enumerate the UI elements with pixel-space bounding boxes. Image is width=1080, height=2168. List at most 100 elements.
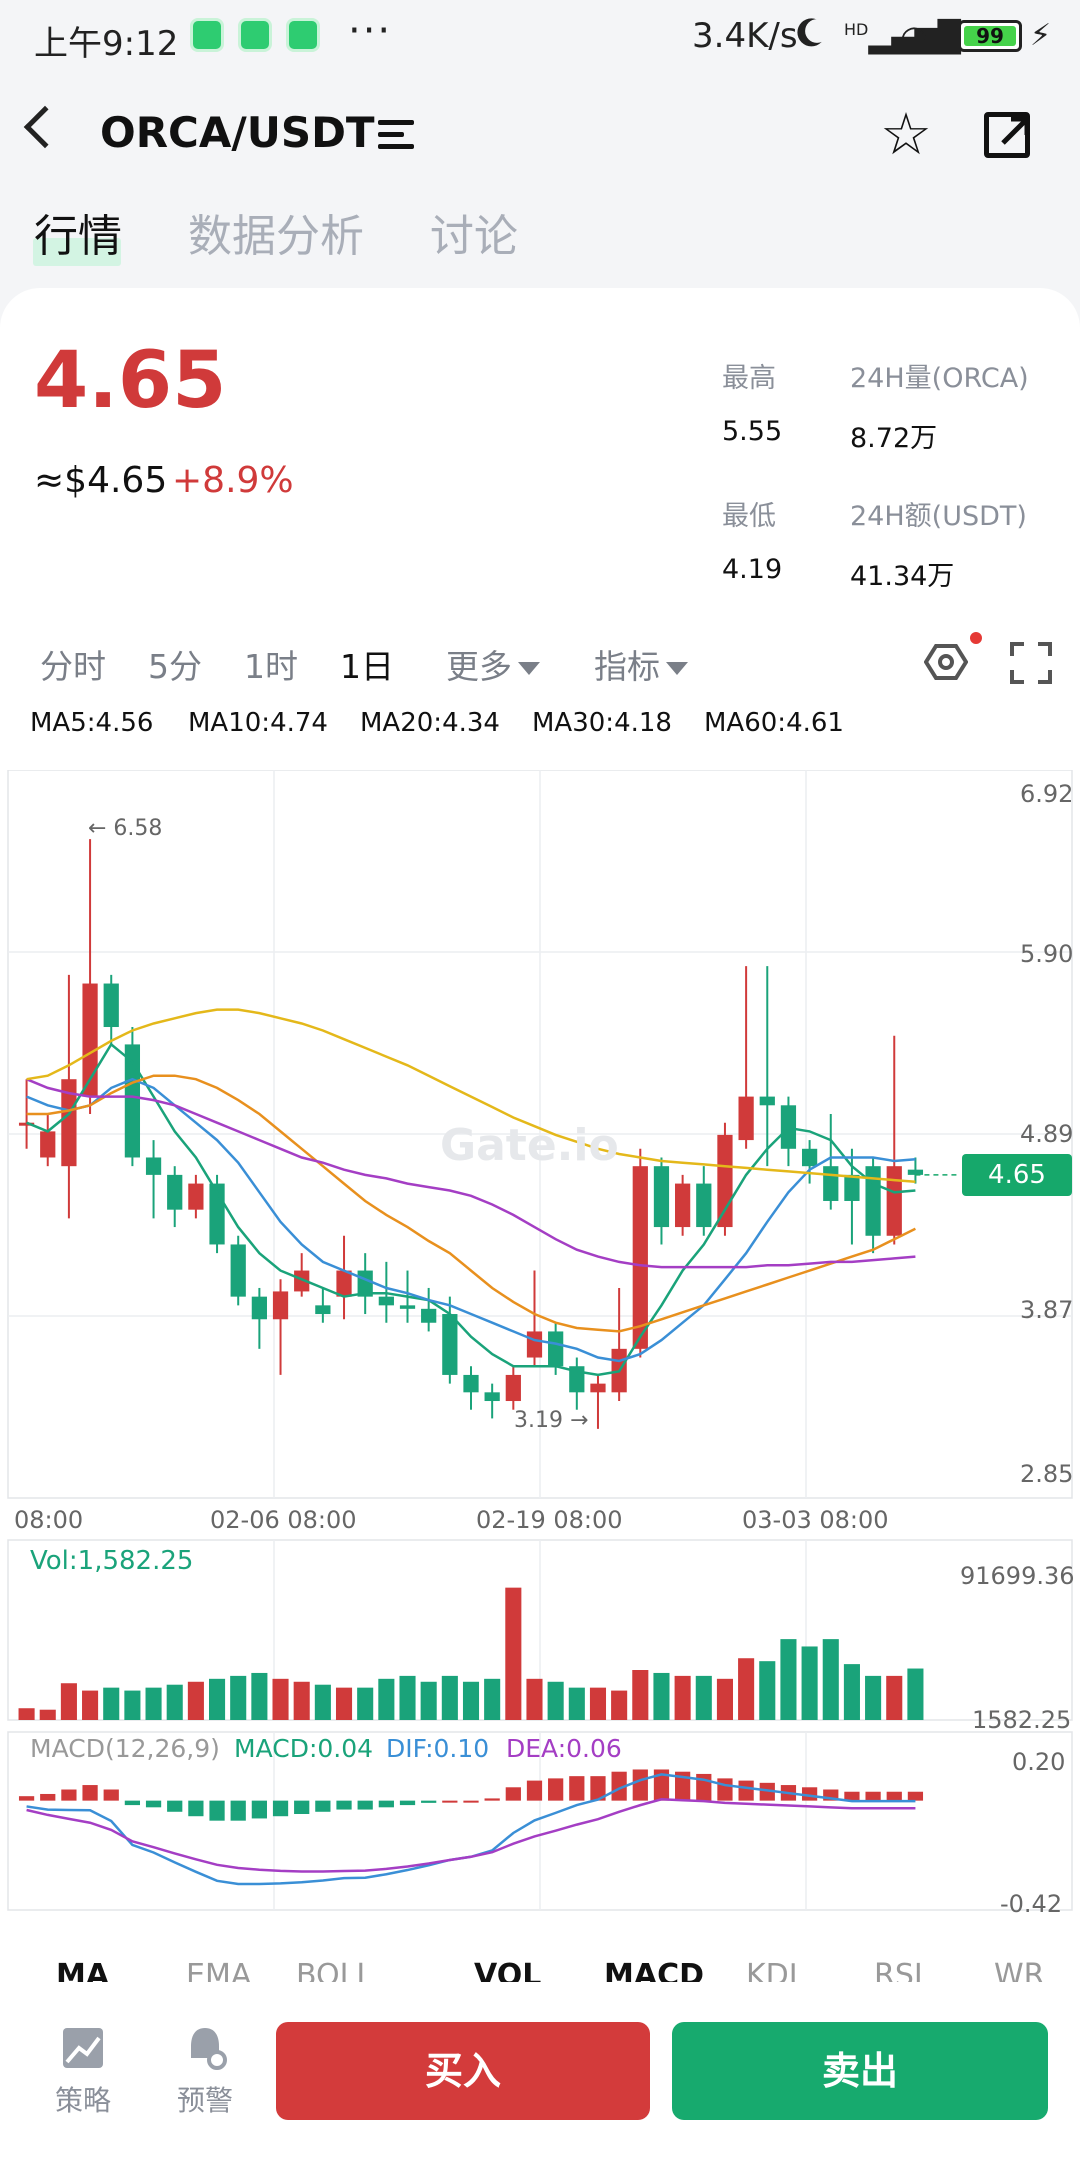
candle-body xyxy=(484,1392,500,1402)
candle-body xyxy=(886,1166,902,1236)
macd-bar xyxy=(124,1800,141,1806)
sell-button[interactable]: 卖出 xyxy=(672,2022,1048,2120)
ma-line-ma5 xyxy=(26,1042,916,1377)
macd-value: MACD:0.04 xyxy=(234,1734,374,1763)
macd-bar xyxy=(844,1791,860,1801)
macd-bar xyxy=(272,1800,289,1817)
macd-bar xyxy=(421,1800,437,1803)
app-notification-icon xyxy=(238,18,272,52)
battery-icon: 99 xyxy=(958,20,1022,52)
candle-body xyxy=(82,983,98,1097)
volume-bar xyxy=(674,1675,691,1720)
dif-value: DIF:0.10 xyxy=(386,1734,490,1763)
ma60-legend: MA60:4.61 xyxy=(704,708,844,738)
volume-bar xyxy=(441,1675,458,1720)
ma30-legend: MA30:4.18 xyxy=(532,708,672,738)
back-icon[interactable] xyxy=(23,105,67,149)
usd-price: ≈$4.65 xyxy=(34,460,168,501)
candle-body xyxy=(294,1270,310,1292)
charging-icon: ⚡ xyxy=(1030,18,1052,53)
candle-body xyxy=(590,1383,606,1393)
macd-bar xyxy=(40,1793,56,1801)
dea-value: DEA:0.06 xyxy=(506,1734,622,1763)
candle-body xyxy=(463,1374,479,1393)
period-more-dropdown[interactable]: 更多 xyxy=(446,640,540,688)
strategy-button[interactable]: 策略 xyxy=(48,2024,118,2119)
macd-bar xyxy=(484,1798,500,1801)
volume-bar xyxy=(716,1678,733,1720)
candle-body xyxy=(188,1183,204,1210)
tab-market[interactable]: 行情 xyxy=(34,211,122,262)
alert-button[interactable]: 预警 xyxy=(170,2024,240,2119)
favorite-star-icon[interactable]: ☆ xyxy=(880,100,932,168)
candle-body xyxy=(675,1183,691,1228)
y-tick-label: 6.92 xyxy=(1020,780,1074,808)
kline-chart[interactable] xyxy=(0,770,1080,1950)
y-tick-label: 5.90 xyxy=(1020,940,1074,968)
candle-body xyxy=(653,1166,670,1228)
stat-label-turnover: 24H额(USDT) xyxy=(850,501,1027,532)
buy-button[interactable]: 买入 xyxy=(276,2022,650,2120)
ma10-legend: MA10:4.74 xyxy=(188,708,328,738)
macd-bar xyxy=(865,1791,881,1801)
volume-bar xyxy=(589,1687,607,1720)
volume-bar xyxy=(209,1678,226,1720)
candle-body xyxy=(738,1096,754,1141)
volume-bar xyxy=(60,1683,77,1720)
candle-body xyxy=(421,1308,437,1323)
volume-bar xyxy=(865,1675,882,1720)
y-tick-label: 2.85 xyxy=(1020,1460,1074,1488)
period-timeline[interactable]: 分时 xyxy=(40,647,106,686)
tab-data-analysis[interactable]: 数据分析 xyxy=(188,211,364,262)
volume-bar xyxy=(314,1684,331,1720)
app-notification-icon xyxy=(190,18,224,52)
strategy-icon xyxy=(63,2028,103,2068)
volume-bar xyxy=(653,1672,670,1720)
signal-icon: HD▂▄▆█ xyxy=(844,20,961,55)
candle-body xyxy=(844,1174,860,1201)
macd-bar xyxy=(526,1780,543,1801)
macd-bar xyxy=(653,1769,670,1801)
strategy-label: 策略 xyxy=(54,2084,111,2117)
volume-bar xyxy=(822,1639,839,1720)
volume-bar xyxy=(399,1675,416,1720)
alert-label: 预警 xyxy=(176,2084,233,2117)
stat-value-volume: 8.72万 xyxy=(850,423,938,454)
pair-list-icon[interactable] xyxy=(378,120,414,150)
x-tick-label: 08:00 xyxy=(14,1506,84,1534)
chart-settings-icon[interactable] xyxy=(924,640,968,684)
volume-bar xyxy=(526,1678,543,1720)
candle-body xyxy=(801,1148,818,1167)
price-change: +8.9% xyxy=(172,460,294,501)
volume-bar xyxy=(738,1658,755,1720)
ma5-legend: MA5:4.56 xyxy=(30,708,154,738)
macd-bar xyxy=(209,1800,225,1821)
volume-bar xyxy=(611,1690,628,1720)
share-icon[interactable] xyxy=(984,112,1030,158)
period-1h[interactable]: 1时 xyxy=(244,647,298,686)
candle-body xyxy=(336,1270,352,1297)
last-price-tag: 4.65 xyxy=(962,1154,1072,1196)
pair-title[interactable]: ORCA/USDT xyxy=(100,108,375,157)
alert-bell-icon xyxy=(191,2028,227,2070)
volume-bar xyxy=(780,1639,797,1720)
period-1d[interactable]: 1日 xyxy=(340,647,394,686)
candle-body xyxy=(167,1174,183,1210)
candle-body xyxy=(442,1314,458,1375)
macd-params: MACD(12,26,9) xyxy=(30,1734,220,1763)
fullscreen-icon[interactable] xyxy=(1010,642,1052,684)
volume-bar xyxy=(632,1670,649,1720)
volume-bar xyxy=(505,1587,522,1720)
x-tick-label: 02-19 08:00 xyxy=(476,1506,623,1534)
period-5m[interactable]: 5分 xyxy=(148,647,202,686)
macd-bar xyxy=(294,1800,310,1814)
volume-bar xyxy=(39,1709,56,1720)
indicator-dropdown[interactable]: 指标 xyxy=(594,640,688,688)
volume-max: 91699.36 xyxy=(960,1562,1075,1590)
status-bar: 上午9:12 ··· 3.4K/s HD▂▄▆█ ◠ 99 ⚡ xyxy=(0,0,1080,80)
candle-body xyxy=(865,1166,881,1236)
stat-value-low: 4.19 xyxy=(722,554,783,585)
candle-body xyxy=(526,1331,543,1358)
last-price: 4.65 xyxy=(34,336,227,426)
tab-discussion[interactable]: 讨论 xyxy=(430,211,518,262)
